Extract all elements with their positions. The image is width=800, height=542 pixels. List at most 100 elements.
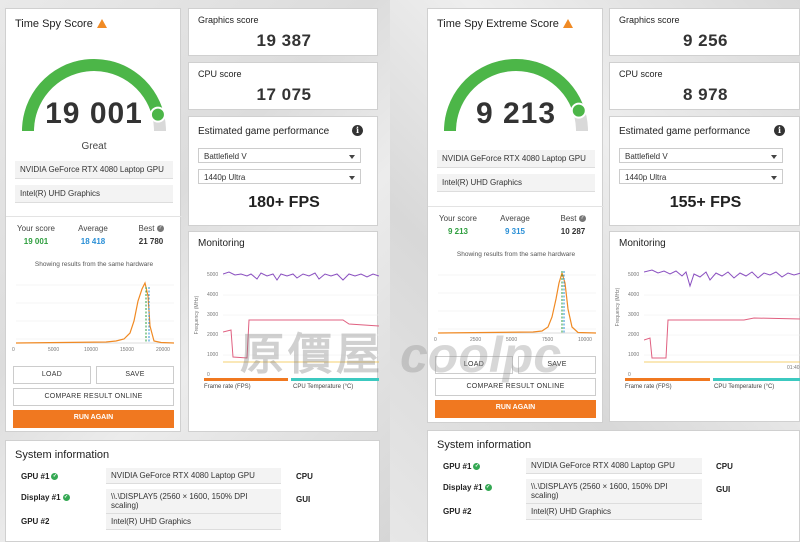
left-save-button[interactable]: SAVE (96, 366, 174, 384)
right-graphics-score-label: Graphics score (619, 15, 680, 25)
right-cpu-column-label: CPU (716, 462, 733, 471)
left-est-game-title: Estimated game performance (198, 126, 330, 137)
right-run-again-button[interactable]: RUN AGAIN (435, 400, 596, 418)
left-gpu-clock-line (223, 319, 379, 359)
left-your-score-label: Your score (17, 224, 55, 233)
left-legend-fps: Frame rate (FPS) (204, 384, 251, 390)
right-igpu-name: Intel(R) UHD Graphics (437, 174, 595, 192)
right-score-histogram (438, 270, 596, 334)
right-gauge-knob (570, 102, 587, 119)
left-best-label-text: Best (138, 224, 155, 233)
right-system-info-panel: System information GPU #1 ✓ NVIDIA GeForc… (427, 430, 800, 542)
left-game-select-value: Battlefield V (204, 152, 247, 161)
right-divider (428, 206, 604, 207)
right-gpu2-value: Intel(R) UHD Graphics (526, 504, 702, 520)
right-game-select[interactable]: Battlefield V (619, 148, 783, 163)
right-fps-estimate: 155+ FPS (669, 194, 742, 211)
monitoring-ytick-label: 0 (628, 372, 631, 378)
left-best-value: 21 780 (138, 237, 164, 246)
left-average-value: 18 418 (80, 237, 106, 246)
check-icon: ✓ (484, 484, 492, 492)
right-monitoring-xtick: 01:40 (787, 365, 800, 371)
left-monitoring-panel: Monitoring Frequency (MHz) 5000 4000 3000 2… (188, 231, 379, 432)
info-icon[interactable]: i (774, 125, 785, 136)
info-icon[interactable]: i (352, 125, 363, 136)
left-monitoring-ylabel: Frequency (MHz) (194, 295, 200, 335)
left-legend-temp: CPU Temperature (°C) (293, 384, 354, 390)
left-preset-select[interactable]: 1440p Ultra (198, 169, 361, 184)
right-monitoring-ylabel: Frequency (MHz) (615, 287, 621, 327)
right-monitoring-title: Monitoring (619, 238, 666, 249)
watermark-logo: coolpc (400, 327, 562, 383)
right-preset-select-value: 1440p Ultra (625, 173, 667, 182)
histogram-tick-label: 15000 (120, 347, 134, 353)
right-best-label: Best? (546, 214, 600, 223)
left-score-histogram (16, 281, 174, 344)
left-display1-label-text: Display #1 (21, 493, 61, 502)
right-monitoring-panel: Monitoring Frequency (MHz) 5000 4000 3000 2… (609, 231, 800, 422)
left-graphics-score-label: Graphics score (198, 15, 259, 25)
histogram-tick-label: 2500 (470, 337, 482, 343)
right-compare-online-button[interactable]: COMPARE RESULT ONLINE (435, 378, 596, 396)
histogram-tick-label: 20000 (156, 347, 170, 353)
left-gauge-fill (22, 59, 164, 132)
right-display1-label-text: Display #1 (443, 483, 483, 492)
info-icon[interactable]: ? (578, 215, 586, 223)
check-icon: ✓ (62, 494, 70, 502)
left-load-button[interactable]: LOAD (13, 366, 91, 384)
chevron-down-icon (349, 176, 355, 180)
left-monitoring-title: Monitoring (198, 238, 245, 249)
right-gpu-name: NVIDIA GeForce RTX 4080 Laptop GPU (437, 150, 595, 168)
right-best-value: 10 287 (560, 227, 586, 236)
left-cpu-clock-line (223, 271, 379, 281)
right-legend-fps-bar (625, 378, 710, 381)
right-gui-column-label: GUI (716, 485, 731, 494)
right-preset-select[interactable]: 1440p Ultra (619, 169, 783, 184)
warning-icon[interactable] (96, 19, 107, 28)
left-score-title: Time Spy Score (15, 18, 107, 30)
right-est-game-title: Estimated game performance (619, 126, 751, 137)
warning-icon[interactable] (562, 19, 573, 28)
histogram-tick-label: 5000 (48, 347, 60, 353)
right-best-label-text: Best (560, 214, 577, 223)
right-score-panel: Time Spy Extreme Score 9 213 NVIDIA GeFo… (427, 8, 604, 423)
check-icon: ✓ (473, 463, 481, 471)
info-icon[interactable]: ? (156, 225, 164, 233)
right-average-label: Average (500, 214, 530, 223)
monitoring-ytick-label: 0 (207, 372, 210, 378)
left-cpu-score-label: CPU score (198, 69, 242, 79)
right-cpu-score-label: CPU score (619, 69, 663, 79)
histogram-tick-label: 0 (434, 337, 437, 343)
histogram-tick-label: 7500 (542, 337, 554, 343)
left-gauge-knob (149, 106, 166, 123)
right-gpu1-label: GPU #1 ✓ (443, 462, 481, 471)
left-score-rating: Great (81, 141, 107, 152)
left-score-value: 19 001 (45, 97, 143, 130)
left-legend-temp-bar (291, 378, 379, 381)
left-gpu2-value: Intel(R) UHD Graphics (106, 514, 281, 530)
left-game-select[interactable]: Battlefield V (198, 148, 361, 163)
left-run-again-button[interactable]: RUN AGAIN (13, 410, 174, 428)
right-gpu1-label-text: GPU #1 (443, 462, 472, 471)
histogram-tick-label: 10000 (84, 347, 98, 353)
left-gui-column-label: GUI (296, 495, 311, 504)
left-graphics-score-value: 19 387 (256, 31, 312, 50)
monitoring-ytick-label: 5000 (207, 272, 219, 278)
left-fps-estimate: 180+ FPS (248, 194, 320, 211)
right-cpu-score-panel: CPU score 8 978 (609, 62, 800, 110)
right-display1-label: Display #1 ✓ (443, 483, 492, 492)
left-igpu-name: Intel(R) UHD Graphics (15, 185, 173, 203)
right-histogram-curve (438, 270, 596, 334)
watermark-cn: 原價屋 (240, 329, 384, 380)
right-save-button[interactable]: SAVE (518, 356, 596, 374)
left-cpu-column-label: CPU (296, 472, 313, 481)
left-your-score-value: 19 001 (23, 237, 49, 246)
right-gauge-fill (444, 59, 585, 132)
right-your-score-value: 9 213 (447, 227, 469, 236)
right-graphics-score-panel: Graphics score 9 256 (609, 8, 800, 56)
right-load-button[interactable]: LOAD (435, 356, 513, 374)
left-score-panel: Time Spy Score 19 001 Great NVIDIA GeFor… (5, 8, 182, 432)
right-score-title-text: Time Spy Extreme Score (437, 18, 559, 30)
left-same-hardware-note: Showing results from the same hardware (34, 261, 154, 268)
left-compare-online-button[interactable]: COMPARE RESULT ONLINE (13, 388, 174, 406)
